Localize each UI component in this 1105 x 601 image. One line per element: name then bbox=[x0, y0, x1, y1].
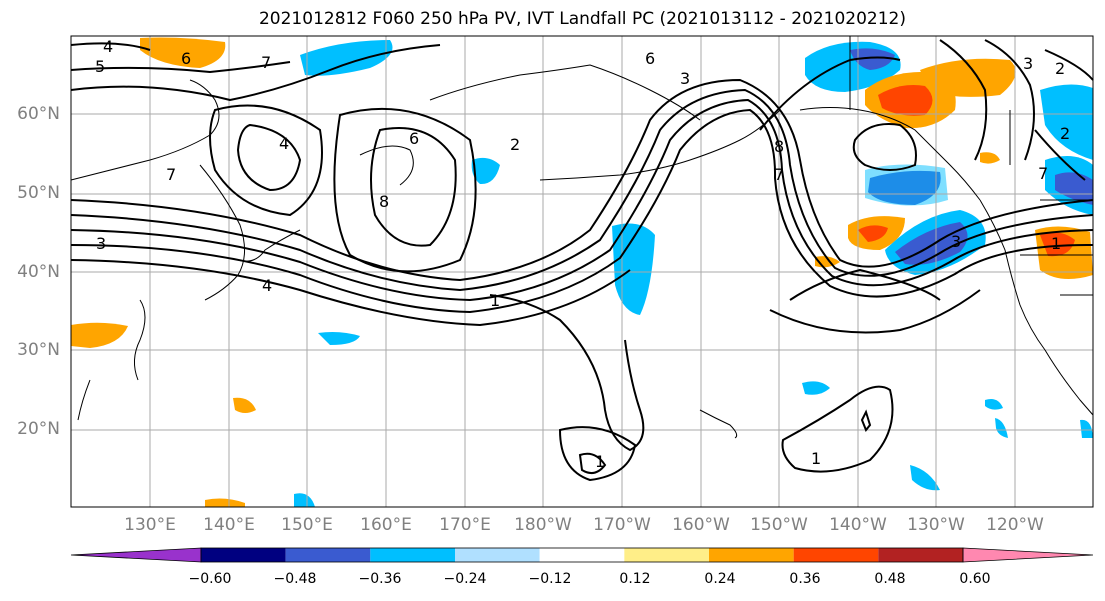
contour-label: 5 bbox=[95, 57, 106, 76]
contour-label: 1 bbox=[811, 449, 822, 468]
lon-label-170w: 170°W bbox=[593, 515, 651, 535]
contour-label: 3 bbox=[680, 69, 691, 88]
lon-label-150e: 150°E bbox=[281, 515, 333, 535]
contour-label: 6 bbox=[645, 49, 656, 68]
lon-label-160e: 160°E bbox=[360, 515, 412, 535]
contour-label: 3 bbox=[96, 234, 107, 253]
contour-label: 7 bbox=[774, 165, 785, 184]
contour-label: 1 bbox=[595, 452, 606, 471]
colorbar-tick-4: −0.24 bbox=[443, 571, 487, 587]
contour-label: 1 bbox=[490, 291, 501, 310]
lon-label-120w: 120°W bbox=[986, 515, 1044, 535]
contour-label: 2 bbox=[510, 135, 521, 154]
colorbar-tick-3: −0.36 bbox=[358, 571, 402, 587]
colorbar-tick-8: 0.36 bbox=[789, 571, 821, 587]
colorbar-tick-5: −0.12 bbox=[528, 571, 572, 587]
contour-label: 4 bbox=[279, 134, 290, 153]
lat-label-50n: 50°N bbox=[17, 183, 60, 203]
colorbar-tick-2: −0.48 bbox=[273, 571, 317, 587]
contour-label: 4 bbox=[262, 276, 273, 295]
contour-label: 8 bbox=[379, 192, 390, 211]
contour-label: 6 bbox=[181, 49, 192, 68]
colorbar-tick-10: 0.60 bbox=[959, 571, 991, 587]
contour-label: 4 bbox=[103, 37, 114, 56]
contour-label: 2 bbox=[1060, 124, 1071, 143]
lat-label-40n: 40°N bbox=[17, 262, 60, 282]
lat-label-60n: 60°N bbox=[17, 104, 60, 124]
lon-label-150w: 150°W bbox=[750, 515, 808, 535]
map-title: 2021012812 F060 250 hPa PV, IVT Landfall… bbox=[258, 9, 906, 29]
contour-label: 8 bbox=[774, 137, 785, 156]
lat-label-20n: 20°N bbox=[17, 419, 60, 439]
lon-label-160w: 160°W bbox=[672, 515, 730, 535]
lon-label-130w: 130°W bbox=[907, 515, 965, 535]
contour-label: 2 bbox=[1055, 59, 1066, 78]
contour-label: 7 bbox=[166, 165, 177, 184]
contour-label: 1 bbox=[1051, 234, 1062, 253]
lon-label-140w: 140°W bbox=[829, 515, 887, 535]
contour-label: 7 bbox=[1038, 164, 1049, 183]
contour-label: 6 bbox=[409, 129, 420, 148]
lat-label-30n: 30°N bbox=[17, 340, 60, 360]
colorbar-tick-9: 0.48 bbox=[874, 571, 906, 587]
colorbar-tick-1: −0.60 bbox=[188, 571, 232, 587]
colorbar-tick-6: 0.12 bbox=[619, 571, 651, 587]
contour-label: 3 bbox=[951, 232, 962, 251]
contour-label: 3 bbox=[1023, 54, 1034, 73]
lon-label-140e: 140°E bbox=[203, 515, 255, 535]
lon-label-130e: 130°E bbox=[124, 515, 176, 535]
lon-label-170e: 170°E bbox=[439, 515, 491, 535]
contour-label: 7 bbox=[261, 53, 272, 72]
colorbar-tick-7: 0.24 bbox=[704, 571, 736, 587]
lon-label-180w: 180°W bbox=[514, 515, 572, 535]
